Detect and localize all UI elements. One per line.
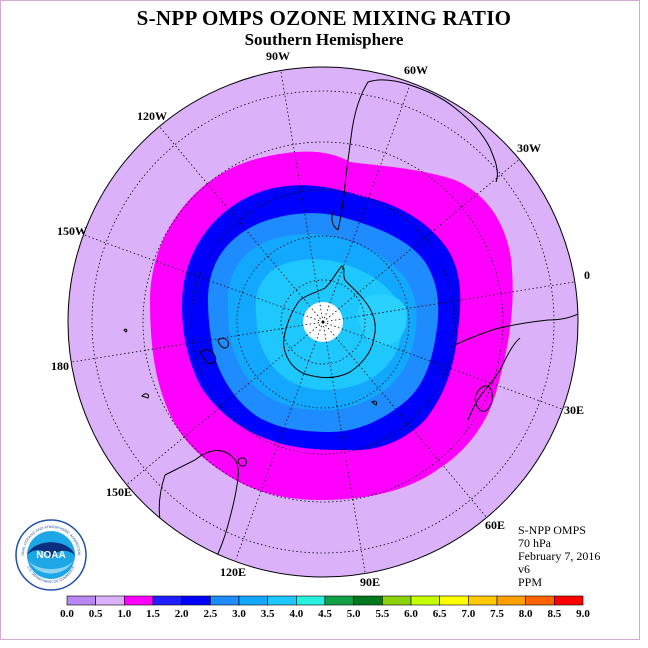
lon-label-60w: 60W bbox=[404, 63, 428, 77]
map-title: S-NPP OMPS OZONE MIXING RATIO bbox=[136, 6, 512, 30]
colorbar-tick-label: 5.5 bbox=[375, 608, 390, 620]
antarctica-coast bbox=[283, 265, 376, 378]
lon-label-120w: 120W bbox=[137, 109, 167, 123]
globe-outline bbox=[67, 66, 579, 578]
colorbar-tick-label: 0.5 bbox=[88, 608, 103, 620]
colorbar-tick-label: 1.5 bbox=[146, 608, 160, 620]
info-units: PPM bbox=[518, 575, 543, 589]
lon-label-120e: 120E bbox=[220, 565, 246, 579]
australia-coast bbox=[158, 449, 239, 561]
info-date: February 7, 2016 bbox=[518, 549, 601, 563]
colorbar-tick-label: 6.5 bbox=[432, 608, 447, 620]
colorbar-tick-label: 2.0 bbox=[174, 608, 189, 620]
colorbar-tick-label: 8.0 bbox=[518, 608, 533, 620]
lon-label-90e: 90E bbox=[360, 575, 380, 589]
colorbar-tick-label: 8.5 bbox=[547, 608, 562, 620]
info-block: S-NPP OMPS 70 hPa February 7, 2016 v6 PP… bbox=[518, 524, 600, 589]
colorbar-tick-label: 4.5 bbox=[318, 608, 332, 620]
map-subtitle: Southern Hemisphere bbox=[244, 30, 404, 49]
colorbar-tick-label: 0.0 bbox=[60, 608, 74, 620]
longitude-labels: 90W 60W 30W 0 30E 60E 90E 120E 150E 180 … bbox=[51, 49, 590, 589]
tasmania-coast bbox=[237, 457, 247, 467]
colorbar-tick-label: 4.0 bbox=[289, 608, 304, 620]
lon-label-150w: 150W bbox=[57, 224, 87, 238]
lon-label-0: 0 bbox=[584, 268, 590, 282]
latitude-lines bbox=[91, 90, 555, 554]
lon-label-150e: 150E bbox=[106, 485, 132, 499]
africa-coast bbox=[454, 313, 578, 421]
south-america-coast bbox=[331, 79, 498, 231]
colorbar-tick-label: 1.0 bbox=[117, 608, 132, 620]
new-zealand-coast bbox=[199, 337, 229, 365]
colorbar-tick-label: 6.0 bbox=[404, 608, 418, 620]
band-3p0-3p5-inner bbox=[358, 294, 407, 345]
coastlines bbox=[123, 79, 578, 561]
info-instrument: S-NPP OMPS bbox=[518, 523, 586, 537]
lon-label-30w: 30W bbox=[517, 141, 541, 155]
meridian-lines bbox=[71, 71, 575, 573]
lon-label-180: 180 bbox=[51, 359, 69, 373]
colorbar-tick-label: 7.5 bbox=[490, 608, 504, 620]
lon-label-60e: 60E bbox=[485, 518, 505, 532]
colorbar-tick-label: 2.5 bbox=[203, 608, 218, 620]
noaa-logo: NOAA NATIONAL OCEANIC AND ATMOSPHERIC AD… bbox=[14, 518, 87, 591]
lon-label-90w: 90W bbox=[266, 49, 290, 63]
figure-frame bbox=[0, 0, 640, 640]
info-version: v6 bbox=[518, 562, 530, 576]
info-level: 70 hPa bbox=[518, 536, 551, 550]
colorbar-tick-label: 9.0 bbox=[576, 608, 590, 620]
lon-label-30e: 30E bbox=[564, 403, 584, 417]
colorbar-tick-label: 3.5 bbox=[260, 608, 275, 620]
madagascar-coast bbox=[474, 385, 493, 412]
logo-text: NOAA bbox=[36, 550, 65, 561]
colorbar-tick-label: 3.0 bbox=[232, 608, 246, 620]
colorbar-tick-label: 5.0 bbox=[346, 608, 361, 620]
colorbar-tick-label: 7.0 bbox=[461, 608, 476, 620]
